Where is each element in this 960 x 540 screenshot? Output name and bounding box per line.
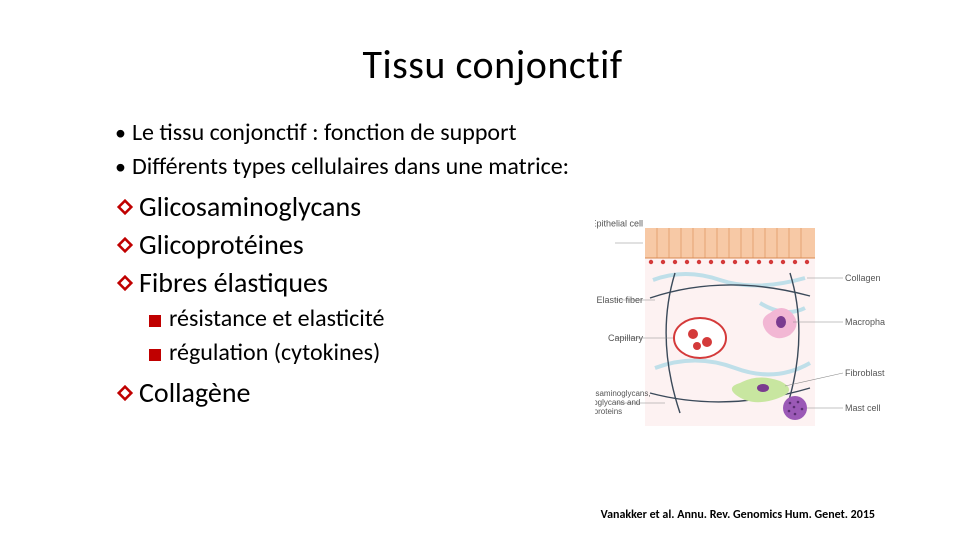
figure-label: Glycosaminoglycans, proteoglycans and gl… xyxy=(595,390,655,416)
diamond-icon xyxy=(115,273,135,293)
diamond-icon xyxy=(115,383,135,403)
figure-label: Macrophage xyxy=(845,317,885,327)
bullet-dot-icon: • xyxy=(115,117,126,149)
figure-label: Mast cell xyxy=(845,403,881,413)
square-text: régulation (cytokines) xyxy=(169,337,380,369)
figure-label: Fibroblast xyxy=(845,368,885,378)
bullet-item: • Le tissu conjonctif : fonction de supp… xyxy=(115,117,870,149)
figure-label: Epithelial cell xyxy=(595,218,643,228)
bullet-text: Différents types cellulaires dans une ma… xyxy=(132,151,569,183)
citation-text: Vanakker et al. Annu. Rev. Genomics Hum.… xyxy=(601,508,875,522)
square-text: résistance et elasticité xyxy=(169,303,384,335)
figure-label: Capillary xyxy=(608,333,644,343)
figure-label: Elastic fiber xyxy=(596,295,643,305)
diamond-text: Glicosaminoglycans xyxy=(139,189,361,225)
bullet-text: Le tissu conjonctif : fonction de suppor… xyxy=(132,117,517,149)
diamond-text: Collagène xyxy=(139,375,250,411)
diamond-text: Fibres élastiques xyxy=(139,265,328,301)
diamond-icon xyxy=(115,197,135,217)
diamond-icon xyxy=(115,235,135,255)
connective-tissue-figure: Epithelial cell Elastic fiber Capillary … xyxy=(595,218,885,438)
diamond-text: Glicoprotéines xyxy=(139,227,304,263)
capillary xyxy=(674,318,726,358)
slide: Tissu conjonctif • Le tissu conjonctif :… xyxy=(0,0,960,540)
bullet-item: • Différents types cellulaires dans une … xyxy=(115,151,870,183)
square-icon xyxy=(149,313,161,325)
square-icon xyxy=(149,347,161,359)
mast-cell xyxy=(783,396,807,420)
page-title: Tissu conjonctif xyxy=(115,40,870,89)
bullet-dot-icon: • xyxy=(115,151,126,183)
figure-label: Collagen xyxy=(845,273,881,283)
